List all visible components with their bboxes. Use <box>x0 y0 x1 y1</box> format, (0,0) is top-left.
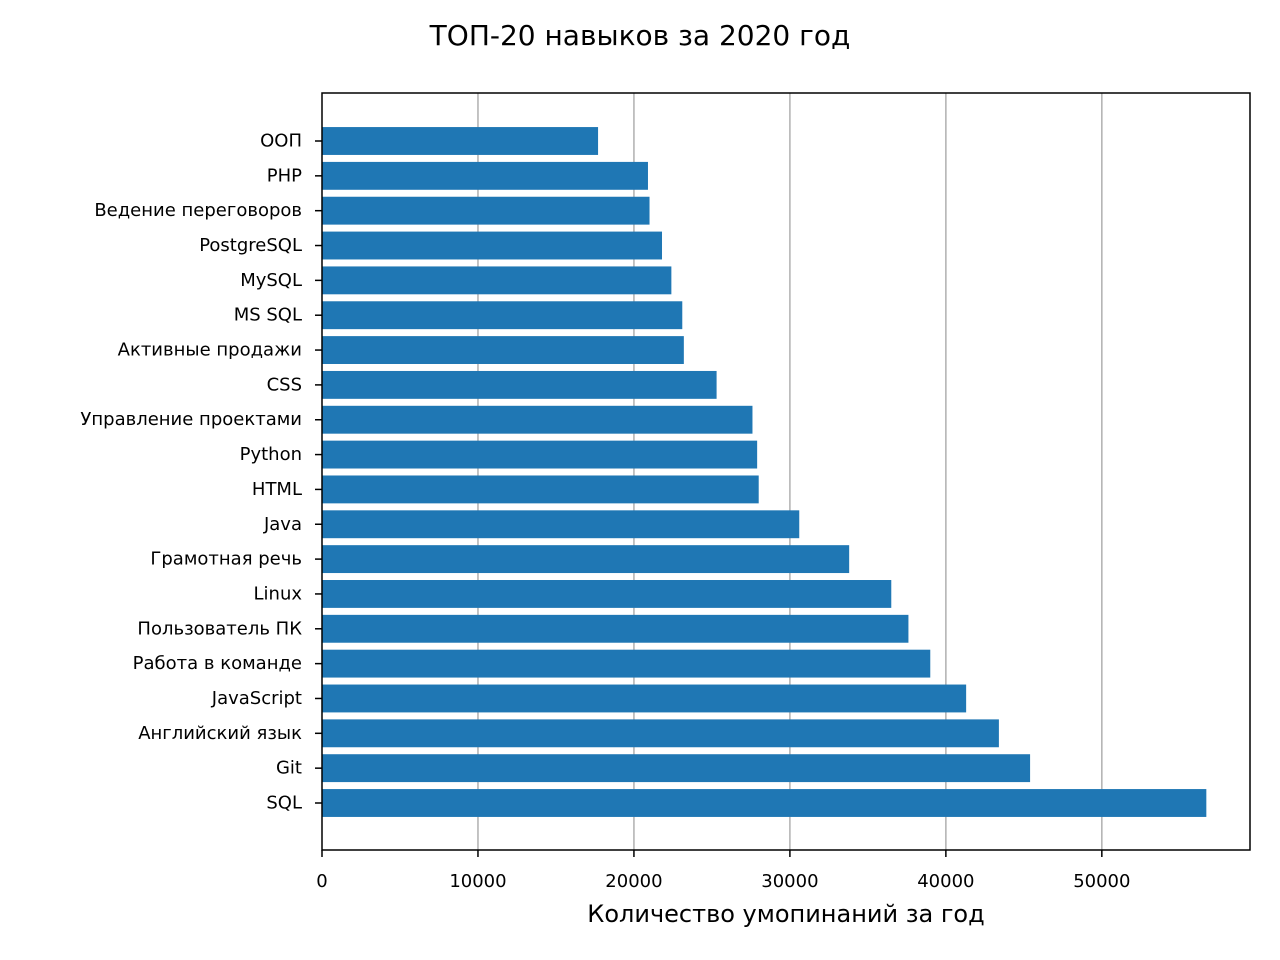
bar <box>322 510 800 539</box>
x-tick-label: 10000 <box>449 871 506 892</box>
x-tick-label: 20000 <box>605 871 662 892</box>
x-tick-label: 30000 <box>761 871 818 892</box>
bar <box>322 440 758 469</box>
bar <box>322 789 1207 817</box>
chart-title: ТОП-20 навыков за 2020 год <box>429 19 851 52</box>
bar <box>322 196 650 225</box>
bar <box>322 161 648 190</box>
bar <box>322 301 683 330</box>
bar <box>322 754 1031 783</box>
y-tick-label: CSS <box>267 374 302 395</box>
bar <box>322 719 999 748</box>
y-tick-label: Git <box>276 758 302 779</box>
x-tick-label: 0 <box>316 871 327 892</box>
y-tick-label: Linux <box>254 583 303 604</box>
bar <box>322 475 759 504</box>
bar <box>322 127 599 155</box>
y-tick-label: ООП <box>260 131 302 152</box>
bar <box>322 580 892 608</box>
y-tick-label: MySQL <box>240 270 302 291</box>
y-tick-label: PostgreSQL <box>199 235 302 256</box>
y-tick-label: Грамотная речь <box>150 549 302 570</box>
y-tick-label: Работа в команде <box>133 653 302 674</box>
bar <box>322 336 684 364</box>
y-tick-label: HTML <box>252 479 302 500</box>
y-tick-label: Java <box>263 514 302 535</box>
x-axis-ticks: 0 10000 20000 30000 40000 50000 <box>316 850 1130 892</box>
y-tick-label: PHP <box>267 165 302 186</box>
y-tick-label: Ведение переговоров <box>94 200 302 221</box>
x-axis-label: Количество умопинаний за год <box>587 900 984 928</box>
bars <box>322 127 1207 817</box>
bar <box>322 231 663 260</box>
bar <box>322 370 717 399</box>
x-tick-label: 50000 <box>1073 871 1130 892</box>
bar <box>322 614 909 643</box>
y-axis-ticks: SQL Git Английский язык JavaScript Работа в … <box>80 131 322 814</box>
y-tick-label: Английский язык <box>138 723 302 744</box>
plot-frame <box>321 92 1251 851</box>
y-tick-label: JavaScript <box>211 688 302 709</box>
y-tick-label: MS SQL <box>234 305 302 326</box>
bar <box>322 266 672 295</box>
x-tick-label: 40000 <box>917 871 974 892</box>
y-tick-label: Управление проектами <box>80 409 302 430</box>
y-tick-label: Python <box>240 444 302 465</box>
bar <box>322 545 850 574</box>
y-tick-label: Активные продажи <box>118 340 302 361</box>
y-tick-label: SQL <box>266 793 302 814</box>
bar <box>322 405 753 434</box>
bar <box>322 649 931 678</box>
y-tick-label: Пользователь ПК <box>137 618 302 639</box>
bar <box>322 684 967 713</box>
